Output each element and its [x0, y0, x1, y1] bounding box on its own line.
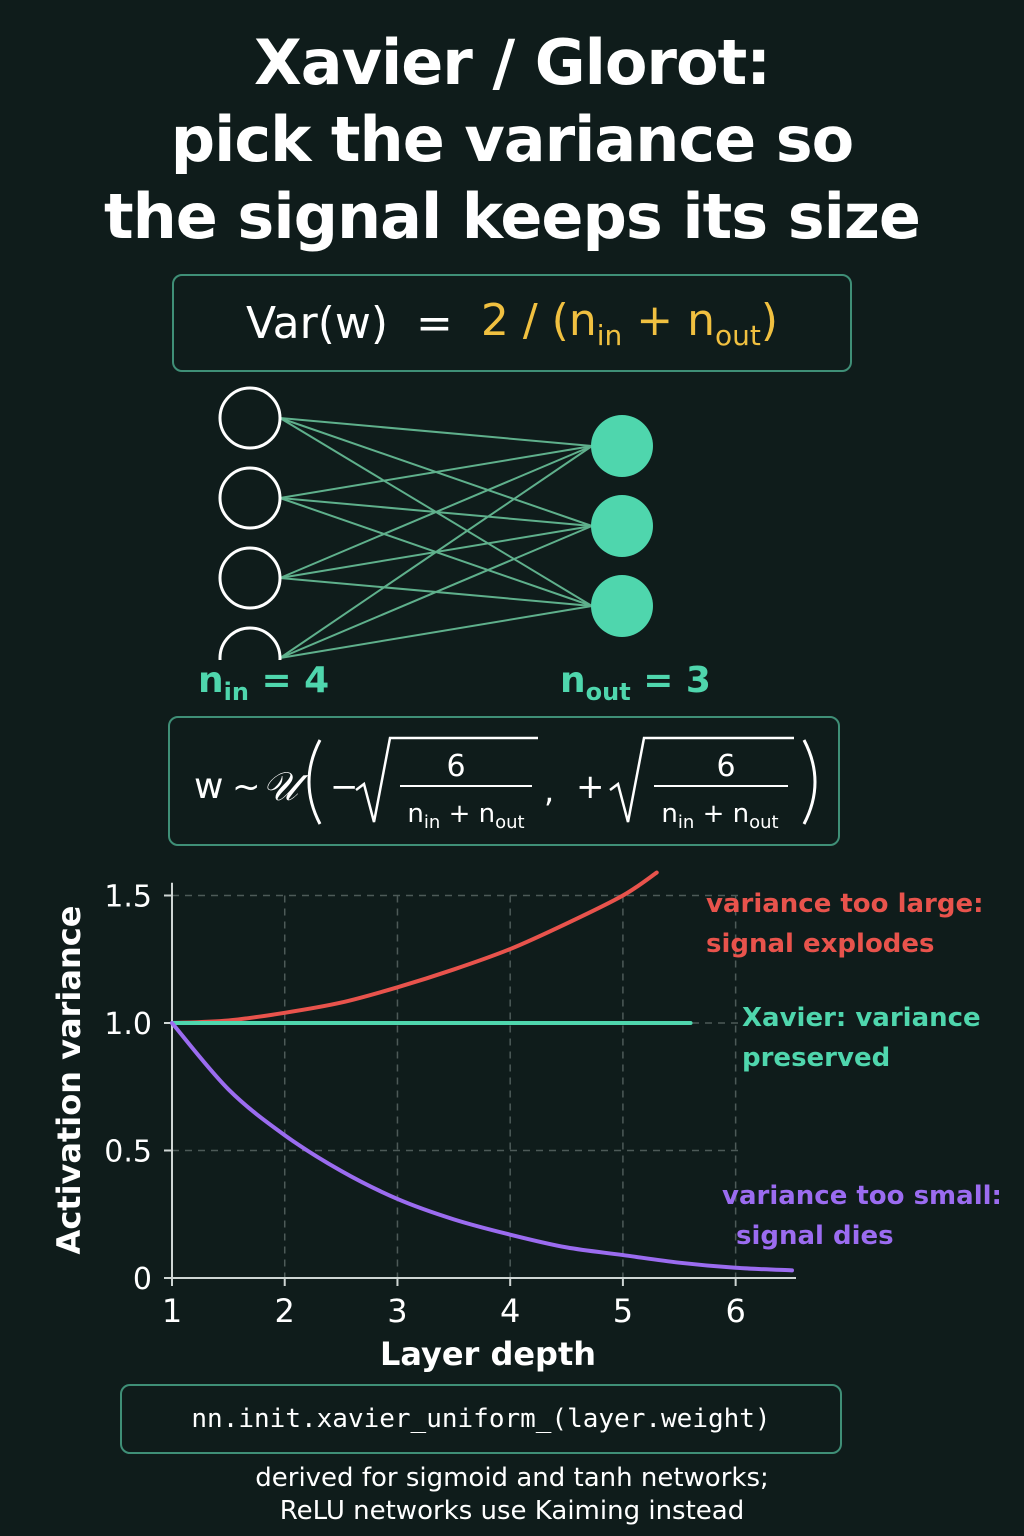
input-nodes	[218, 386, 282, 660]
network-edges	[279, 417, 593, 659]
edge-3-1	[279, 525, 593, 659]
formula-w: w	[194, 766, 223, 807]
title-line-3: the signal keeps its size	[104, 180, 921, 253]
formula-plus-sign: +	[576, 767, 605, 807]
y-tick-label-0: 0	[133, 1262, 152, 1297]
n-in-sub: in	[223, 678, 249, 706]
right-paren	[802, 739, 817, 825]
series-line-3	[170, 1021, 794, 1273]
code-text: nn.init.xavier_uniform_(layer.weight)	[191, 1404, 771, 1434]
network-diagram	[218, 386, 653, 660]
n-out-n: n	[560, 660, 586, 701]
variance-chart: 1 2 3 4 5 6 0 0.5 1.0 1.5 variance too large: sign…	[50, 870, 1002, 1373]
y-tick-label-1.5: 1.5	[104, 880, 152, 915]
x-tick-label-3: 3	[387, 1292, 407, 1330]
formula-minus: −	[330, 767, 359, 807]
chart-series-labels: variance too large: signal explodes Xavier…	[706, 889, 1002, 1251]
series-label-2-line-1: Xavier: variance	[742, 1003, 981, 1033]
output-node-1	[591, 415, 653, 477]
n-out-label: nout = 3	[560, 660, 711, 706]
formula-uniform-U: 𝒰	[262, 764, 309, 810]
series-label-1-line-2: signal explodes	[706, 929, 935, 959]
output-node-3	[591, 575, 653, 637]
footer-line-2: ReLU networks use Kaiming instead	[279, 1496, 745, 1526]
n-out-value: = 3	[630, 660, 711, 701]
title-line-1: Xavier / Glorot:	[253, 26, 771, 99]
series-label-3-line-2: signal dies	[736, 1221, 894, 1251]
frac1-den-n: n	[407, 799, 423, 829]
n-in-value: = 4	[248, 660, 330, 701]
x-axis-label: Layer depth	[380, 1335, 596, 1373]
input-node-3	[218, 546, 282, 610]
sqrt-2	[609, 736, 794, 823]
formula-rhs: 2 / (nin + nout)	[481, 295, 778, 352]
series-label-2-line-2: preserved	[742, 1043, 890, 1073]
code-snippet: nn.init.xavier_uniform_(layer.weight)	[120, 1384, 842, 1454]
footer-note: derived for sigmoid and tanh networks; R…	[0, 1462, 1024, 1528]
formula-sub-in: in	[596, 318, 623, 352]
series-label-1-line-1: variance too large:	[706, 889, 984, 919]
formula-lhs: Var(w) =	[245, 297, 481, 349]
uniform-formula-box: w ~ 𝒰 − 6 nin + nout , + 6 nin + nout	[168, 716, 840, 846]
left-paren	[307, 739, 322, 825]
edge-3-0	[279, 445, 593, 659]
formula-plus: + n	[622, 294, 715, 346]
frac2-den-n: n	[661, 799, 677, 829]
formula-tilde: ~	[232, 767, 261, 807]
x-tick-label-1: 1	[162, 1292, 182, 1330]
frac2-numerator: 6	[716, 749, 735, 784]
footer-line-1: derived for sigmoid and tanh networks;	[255, 1463, 769, 1493]
edge-0-0	[279, 417, 593, 447]
output-node-2	[591, 495, 653, 557]
frac1-den-sub-out: out	[495, 812, 524, 833]
input-node-4	[218, 626, 282, 660]
frac1-den-plus: + n	[440, 799, 495, 829]
sqrt-1	[355, 736, 538, 823]
title-line-2: pick the variance so	[170, 103, 855, 176]
chart-ticks: 1 2 3 4 5 6 0 0.5 1.0 1.5	[104, 880, 746, 1331]
formula-comma: ,	[544, 772, 554, 810]
formula-close: )	[760, 294, 778, 346]
edge-1-0	[279, 445, 593, 499]
n-out-sub: out	[585, 678, 631, 706]
uniform-formula: w ~ 𝒰 − 6 nin + nout , + 6 nin + nout	[194, 736, 817, 833]
frac2-denominator: nin + nout	[661, 799, 778, 833]
formula-sub-out: out	[714, 318, 761, 352]
n-in-label: nin = 4	[198, 660, 329, 706]
frac2-den-sub-out: out	[749, 812, 778, 833]
input-node-2	[218, 466, 282, 530]
variance-formula-box: Var(w) = 2 / (nin + nout)	[172, 274, 852, 372]
frac1-den-sub-in: in	[424, 812, 440, 833]
y-tick-label-0.5: 0.5	[104, 1135, 152, 1170]
edge-3-2	[279, 605, 593, 659]
frac1-denominator: nin + nout	[407, 799, 524, 833]
x-tick-label-4: 4	[500, 1292, 520, 1330]
output-nodes	[591, 415, 653, 637]
x-tick-label-2: 2	[275, 1292, 295, 1330]
x-tick-label-5: 5	[613, 1292, 633, 1330]
series-label-3-line-1: variance too small:	[722, 1181, 1002, 1211]
chart-series	[170, 870, 794, 1273]
chart-axes	[171, 882, 796, 1279]
edge-2-0	[279, 445, 593, 579]
n-in-n: n	[198, 660, 224, 701]
formula-rhs-prefix: 2 / (n	[480, 294, 597, 346]
frac1-numerator: 6	[446, 749, 465, 784]
series-line-1	[170, 870, 659, 1025]
frac2-den-plus: + n	[694, 799, 749, 829]
y-axis-label: Activation variance	[50, 906, 88, 1255]
x-tick-label-6: 6	[725, 1292, 745, 1330]
input-node-1	[218, 386, 282, 450]
frac2-den-sub-in: in	[678, 812, 694, 833]
page-title: Xavier / Glorot: pick the variance so th…	[0, 24, 1024, 255]
y-tick-label-1.0: 1.0	[104, 1007, 152, 1042]
